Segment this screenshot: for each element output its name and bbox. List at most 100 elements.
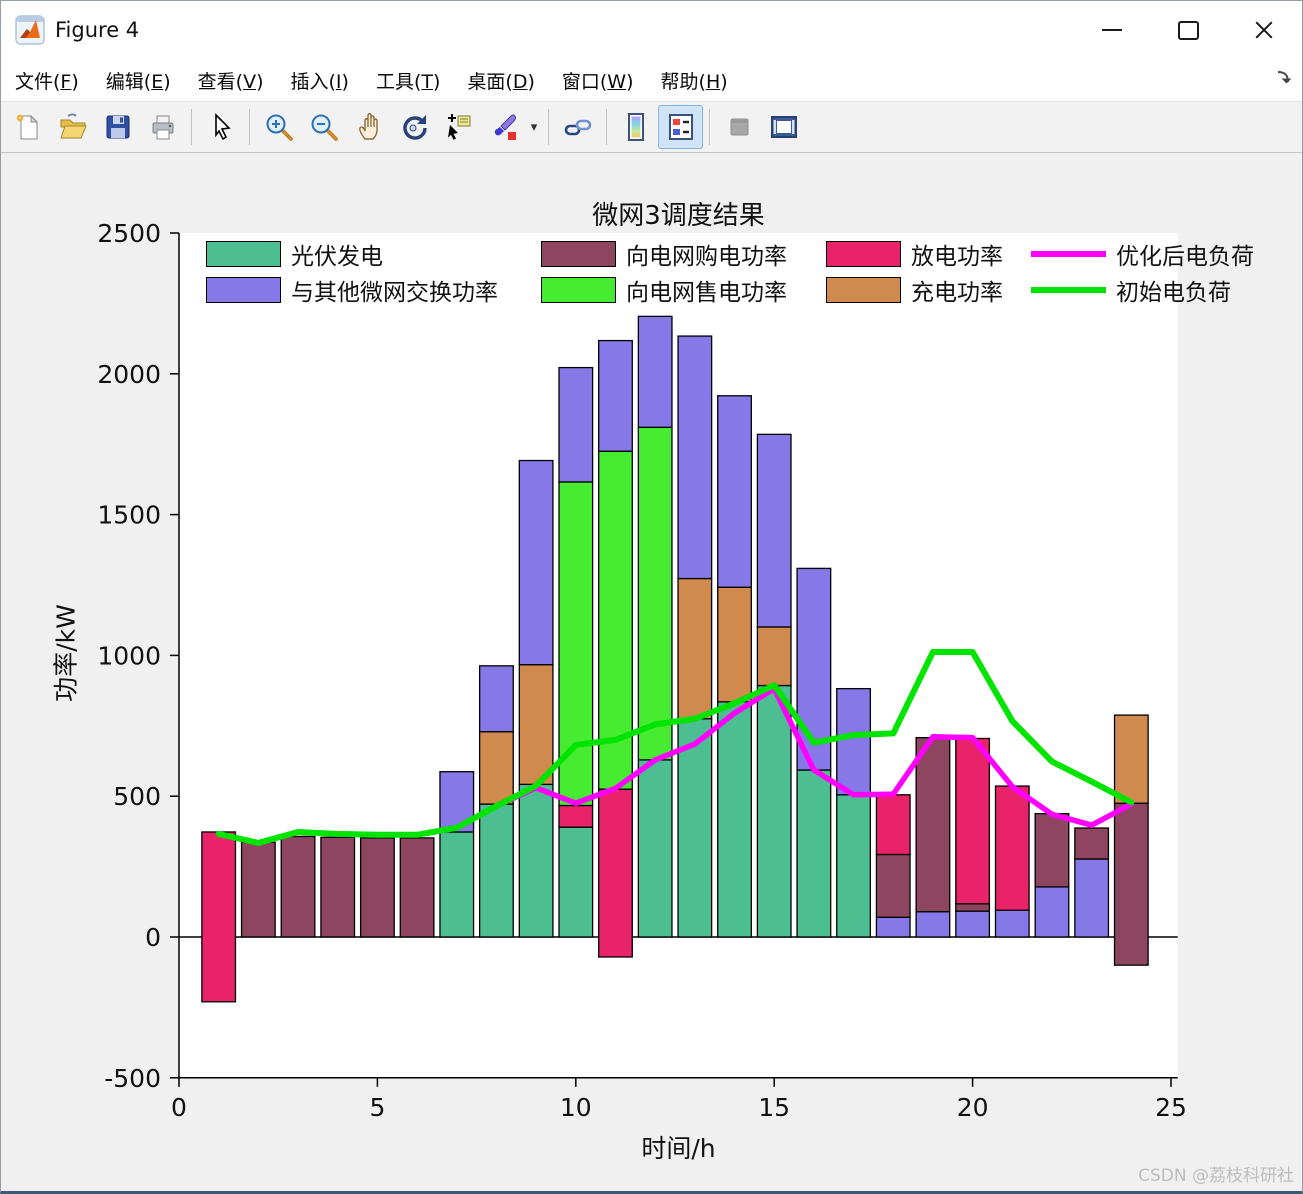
bar-segment-pv-h16: [796, 769, 832, 938]
new-figure-button[interactable]: [5, 105, 50, 149]
legend-entry-exchange: 与其他微网交换功率: [206, 276, 498, 306]
bar-segment-discharge-h10: [558, 804, 594, 828]
open-folder-icon: [59, 113, 87, 139]
new-document-icon: [16, 114, 38, 140]
pointer-tool-button[interactable]: [198, 105, 243, 149]
bar-segment-exchange-h23: [1074, 858, 1110, 938]
menu-item-w[interactable]: 窗口(W): [561, 70, 634, 93]
close-button[interactable]: [1226, 1, 1302, 59]
pan-tool-button[interactable]: [346, 105, 391, 149]
bar-segment-pv-h15: [756, 684, 792, 938]
bar-segment-charge-h14: [717, 586, 752, 703]
bar-segment-discharge-h20: [955, 737, 991, 905]
bar-segment-exchange-h9: [518, 459, 554, 666]
rotate-3d-button[interactable]: [391, 105, 436, 149]
pan-hand-icon: [358, 113, 378, 140]
legend-label-pv: 光伏发电: [291, 244, 383, 270]
data-cursor-icon: [447, 114, 470, 140]
menu-item-e[interactable]: 编辑(E): [105, 70, 171, 93]
data-cursor-button[interactable]: [436, 105, 481, 149]
chevron-down-icon: ▾: [530, 119, 538, 135]
zoom-out-icon: [311, 114, 338, 141]
toolbar-separator: [606, 109, 607, 145]
legend-entry-sell: 向电网售电功率: [541, 276, 787, 306]
legend-entry-initial_load: 初始电负荷: [1031, 276, 1231, 306]
legend-label-optimized_load: 优化后电负荷: [1116, 244, 1254, 270]
menu-item-v[interactable]: 查看(V): [197, 70, 264, 93]
show-plot-tools-button[interactable]: [761, 105, 806, 149]
bar-segment-buy-h22: [1034, 813, 1070, 888]
brush-dropdown-button[interactable]: ▾: [526, 105, 542, 149]
bar-segment-pv-h17: [836, 794, 872, 938]
bar-segment-exchange-h11: [598, 339, 633, 452]
maximize-button[interactable]: [1150, 1, 1226, 59]
zoom-in-button[interactable]: [256, 105, 301, 149]
toolbar-separator: [548, 109, 549, 145]
bar-segment-exchange-h15: [756, 433, 792, 628]
zoom-out-button[interactable]: [301, 105, 346, 149]
figure-canvas: -500 0 500 1000 1500 2000 2500 0 5 10 15 20 25 微网3调度…: [1, 153, 1302, 1191]
watermark: CSDN @荔枝科研社: [1138, 1166, 1294, 1186]
y-tick-label: 2500: [97, 219, 161, 248]
x-axis-label: 时间/h: [641, 1134, 716, 1163]
show-plot-tools-icon: [770, 116, 797, 138]
bar-segment-buy-h3: [280, 835, 316, 938]
pointer-arrow-icon: [214, 113, 231, 141]
legend-entry-charge: 充电功率: [826, 276, 1003, 306]
legend-swatch-initial_load: [1031, 287, 1106, 293]
bar-segment-exchange-h19: [915, 911, 951, 938]
legend-label-exchange: 与其他微网交换功率: [291, 280, 498, 306]
zoom-in-icon: [266, 114, 293, 141]
open-file-button[interactable]: [50, 105, 95, 149]
bar-segment-discharge-h21: [994, 785, 1030, 911]
brush-icon: [494, 114, 516, 140]
rotate-3d-icon: [402, 115, 427, 140]
y-tick-label: -500: [104, 1064, 161, 1093]
bar-segment-buy-h23: [1074, 827, 1110, 860]
toolbar: ▾: [1, 101, 1302, 153]
legend-label-initial_load: 初始电负荷: [1116, 280, 1231, 306]
bar-segment-pv-h8: [478, 803, 514, 938]
colorbar-icon: [627, 113, 644, 141]
bar-segment-pv-h9: [518, 783, 554, 938]
hide-plot-tools-button[interactable]: [716, 105, 761, 149]
insert-colorbar-button[interactable]: [613, 105, 658, 149]
y-tick-label: 2000: [97, 360, 161, 389]
y-tick-label: 1500: [97, 501, 161, 530]
bar-segment-charge-h24: [1113, 714, 1149, 804]
printer-icon: [152, 115, 173, 140]
legend-swatch-exchange: [206, 277, 281, 303]
bar-segment-exchange-h12: [637, 315, 673, 428]
bar-segment-charge-h15: [756, 626, 792, 687]
line-initial_load: [215, 649, 1135, 846]
insert-legend-button[interactable]: [658, 105, 703, 149]
legend-entry-pv: 光伏发电: [206, 240, 383, 270]
bar-segment-exchange-h17: [836, 687, 872, 796]
close-icon: [1254, 20, 1274, 40]
minimize-button[interactable]: [1074, 1, 1150, 59]
window-controls: [1074, 1, 1302, 59]
menu-item-d[interactable]: 桌面(D): [467, 70, 535, 93]
bar-segment-pv-h12: [637, 759, 673, 938]
menu-item-h[interactable]: 帮助(H): [660, 70, 728, 93]
legend-label-sell: 向电网售电功率: [626, 280, 787, 306]
window-title: Figure 4: [55, 18, 140, 42]
bar-segment-sell-h12: [637, 426, 673, 761]
menu-item-f[interactable]: 文件(F): [15, 70, 79, 93]
x-tick-label: 0: [171, 1093, 187, 1122]
menu-item-t[interactable]: 工具(T): [375, 70, 441, 93]
legend-swatch-sell: [541, 277, 616, 303]
print-figure-button[interactable]: [140, 105, 185, 149]
save-figure-button[interactable]: [95, 105, 140, 149]
brush-tool-button[interactable]: [481, 105, 526, 149]
bar-segment-buy-h18: [875, 853, 911, 918]
y-tick-label: 1000: [97, 641, 161, 670]
x-tick-label: 15: [758, 1093, 790, 1122]
menu-bar: 文件(F) 编辑(E) 查看(V) 插入(I) 工具(T) 桌面(D) 窗口(W) 帮助(H): [1, 59, 1302, 101]
link-plot-button[interactable]: [555, 105, 600, 149]
x-tick-label: 10: [560, 1093, 592, 1122]
legend-swatch-buy: [541, 241, 616, 267]
x-tick-label: 25: [1155, 1093, 1187, 1122]
dock-figure-icon[interactable]: [1274, 69, 1294, 89]
menu-item-i[interactable]: 插入(I): [290, 70, 349, 93]
